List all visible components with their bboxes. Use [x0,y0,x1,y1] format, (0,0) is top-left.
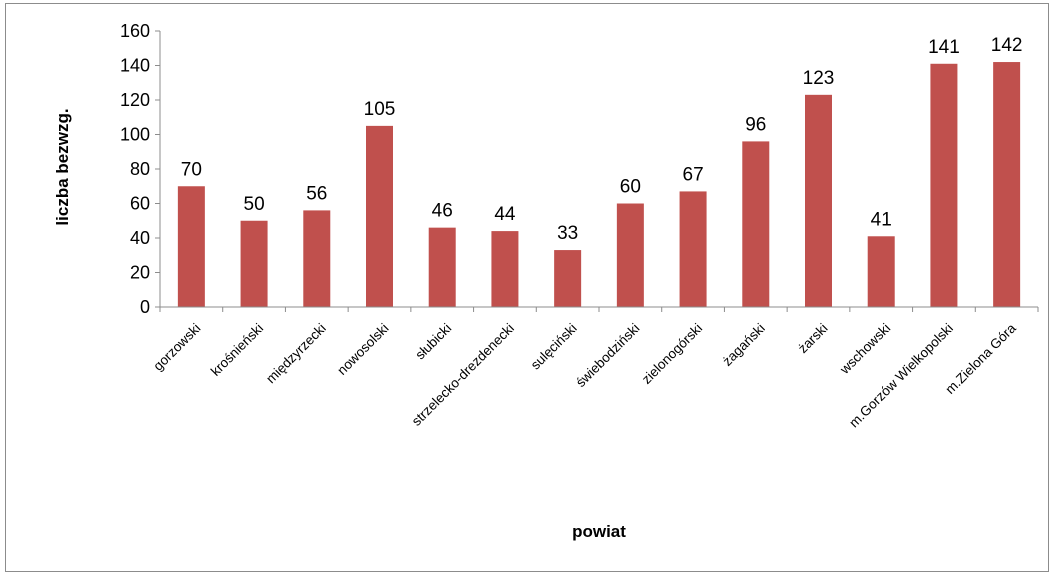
data-label: 67 [683,164,704,185]
bar [428,227,456,307]
y-tick-label: 140 [120,56,150,76]
y-axis: 0 20 40 60 80 100 120 140 160 [120,21,161,317]
y-tick-label: 0 [140,297,150,317]
y-tick-label: 120 [120,90,150,110]
y-tick-label: 40 [130,228,150,248]
x-axis-title: powiat [572,522,626,541]
y-tick-label: 20 [130,263,150,283]
data-label: 123 [803,68,835,89]
x-tick-label: sulęciński [528,321,580,373]
data-label: 142 [991,35,1023,56]
y-tick-label: 100 [120,125,150,145]
bar [742,141,770,307]
x-tick-label: nowosolski [334,321,391,378]
bar [240,220,268,307]
x-tick-label: zielonogórski [639,321,705,387]
data-label: 141 [928,37,960,58]
bar [805,94,832,307]
bar [554,250,582,307]
y-axis-title: liczba bezwzg. [53,108,72,225]
bar [616,203,644,307]
data-label: 50 [244,194,265,215]
data-label: 70 [181,159,202,180]
data-label: 41 [871,209,892,230]
y-tick-label: 80 [130,159,150,179]
bar [303,210,331,307]
x-tick-label: świebodziński [573,321,643,391]
x-tick-label: żagański [720,321,768,369]
bar [366,125,393,307]
data-label: 46 [432,201,453,222]
data-labels: 70 50 56 105 46 44 33 60 67 96 123 41 141 142 [181,35,1023,244]
x-tick-label: m.Gorzów Wielkopolski [846,321,956,431]
x-tick-label: słubicki [412,321,454,363]
data-label: 44 [494,204,516,225]
y-tick-label: 160 [120,21,150,41]
x-tick-label: gorzowski [150,321,203,374]
bars [177,62,1021,308]
y-tick-label: 60 [130,194,150,214]
data-label: 56 [306,183,327,204]
data-label: 60 [620,177,641,198]
x-tick-label: żarski [795,321,831,357]
data-label: 33 [557,223,578,244]
x-tick-label: wschowski [836,321,893,378]
x-tick-label: międzyrzecki [263,321,329,387]
bar [177,186,205,307]
bar [679,191,707,307]
bar [930,63,958,308]
data-label: 105 [364,99,396,120]
x-tick-label: strzelecko-drezdenecki [409,321,517,429]
x-tick-label: krośnieński [208,321,266,379]
data-label: 96 [745,114,766,135]
bar [993,62,1021,307]
bar [867,236,895,307]
bar [491,231,519,307]
